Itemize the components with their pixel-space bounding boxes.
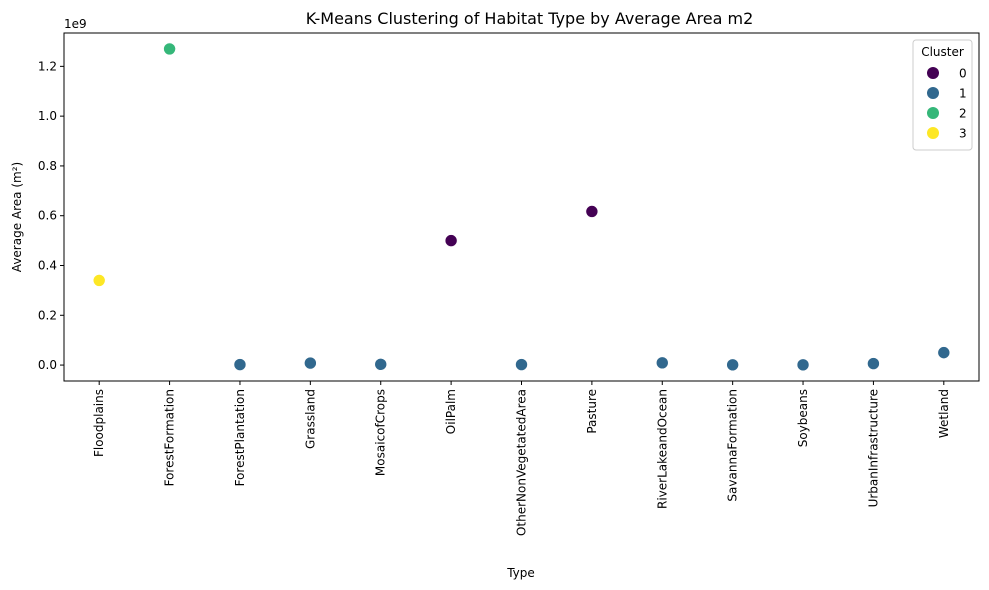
x-axis: Floodplains ForestFormation ForestPlantati…	[92, 381, 951, 536]
axes-frame	[63, 32, 980, 382]
x-tick-label: UrbanInfrastructure	[866, 389, 880, 507]
x-axis-label: Type	[506, 566, 535, 580]
y-tick-label: 0.2	[38, 308, 57, 322]
legend-label: 3	[959, 127, 967, 141]
legend: Cluster 0 1 2 3	[912, 39, 973, 151]
data-point	[937, 346, 951, 359]
legend-box	[912, 39, 973, 151]
y-tick-label: 0.6	[38, 209, 57, 223]
data-point	[726, 358, 739, 372]
y-offset-label: 1e9	[64, 17, 87, 31]
legend-title: Cluster	[921, 45, 964, 59]
x-tick-label: ForestFormation	[163, 389, 177, 486]
data-point	[515, 358, 528, 371]
x-tick-label: ForestPlantation	[233, 389, 247, 486]
legend-label: 2	[959, 107, 967, 121]
data-points	[92, 42, 951, 372]
x-tick-label: Wetland	[937, 389, 951, 438]
legend-marker	[927, 127, 939, 139]
data-point	[655, 356, 669, 370]
data-point	[867, 357, 880, 370]
x-tick-label: Grassland	[303, 389, 317, 449]
y-tick-label: 0.8	[38, 159, 57, 173]
x-tick-label: Soybeans	[796, 389, 810, 447]
y-tick-label: 1.2	[38, 59, 57, 73]
y-tick-label: 0.4	[38, 258, 57, 272]
data-point	[92, 274, 106, 287]
y-axis-label: Average Area (m²)	[10, 162, 24, 272]
data-point	[444, 234, 458, 247]
legend-marker	[927, 67, 939, 79]
plot-area	[63, 32, 980, 382]
x-tick-label: OilPalm	[444, 389, 458, 434]
data-point	[233, 358, 247, 371]
x-tick-label: SavannaFormation	[726, 389, 740, 502]
y-tick-label: 0.0	[38, 358, 57, 372]
data-point	[163, 42, 176, 56]
x-tick-label: OtherNonVegetatedArea	[515, 389, 529, 536]
x-tick-label: MosaicofCrops	[374, 389, 388, 476]
x-tick-label: Floodplains	[92, 389, 106, 457]
chart-title: K-Means Clustering of Habitat Type by Av…	[306, 9, 754, 28]
x-tick-label: Pasture	[585, 389, 599, 434]
legend-label: 1	[959, 87, 967, 101]
data-point	[585, 205, 599, 218]
legend-label: 0	[959, 67, 967, 81]
y-axis: 0.0 0.2 0.4 0.6 0.8 1.0 1.2	[38, 59, 64, 372]
y-tick-label: 1.0	[38, 109, 57, 123]
data-point	[304, 356, 317, 370]
legend-marker	[927, 87, 939, 99]
x-tick-label: RiverLakeandOcean	[655, 389, 669, 509]
legend-marker	[927, 107, 939, 119]
data-point	[796, 358, 810, 372]
data-point	[374, 358, 388, 371]
